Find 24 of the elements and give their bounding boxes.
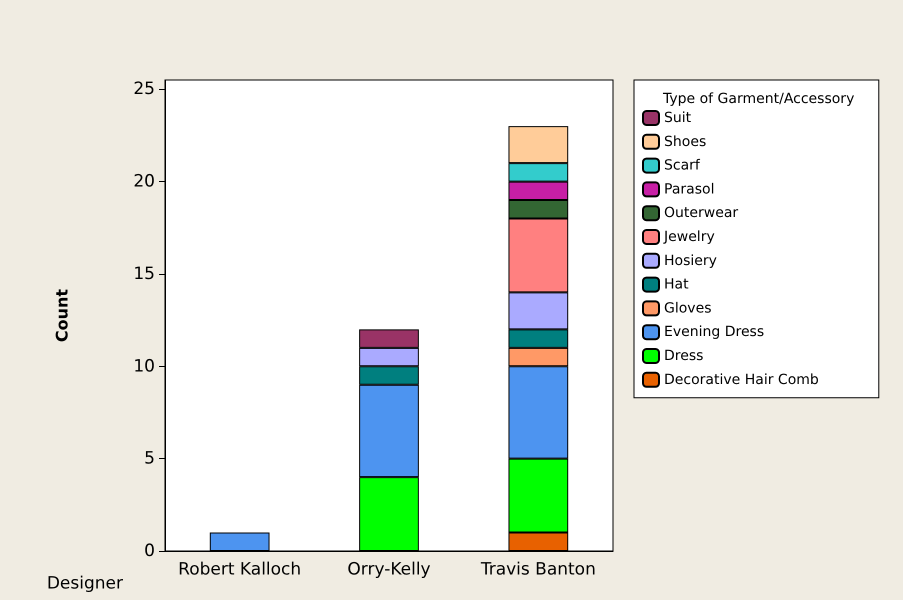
y-tick-label: 20 (133, 172, 155, 192)
y-axis-title: Count (52, 288, 72, 342)
legend-label: Evening Dress (664, 324, 764, 340)
x-tick-label: Robert Kalloch (178, 560, 302, 580)
y-tick-label: 5 (144, 448, 155, 469)
legend-label: Scarf (664, 158, 701, 174)
legend-label: Hosiery (664, 252, 717, 269)
y-tick-label: 25 (133, 79, 155, 100)
y-tick-label: 15 (133, 264, 155, 284)
legend-label: Hat (664, 276, 690, 293)
x-axis-title: Designer (46, 574, 123, 594)
legend-label: Outerwear (664, 205, 738, 222)
y-tick-label: 0 (144, 541, 155, 561)
legend-label: Gloves (664, 300, 712, 316)
legend-label: Decorative Hair Comb (664, 372, 819, 388)
legend-label: Suit (664, 110, 692, 126)
legend-title: Type of Garment/Accessory (662, 91, 854, 107)
x-tick-label: Orry-Kelly (347, 560, 431, 580)
legend-label: Parasol (664, 181, 714, 198)
legend-label: Dress (664, 348, 704, 364)
x-tick-label: Travis Banton (480, 560, 596, 580)
y-tick-label: 10 (133, 356, 155, 376)
legend-label: Jewelry (663, 229, 715, 245)
legend-label: Shoes (664, 134, 706, 150)
